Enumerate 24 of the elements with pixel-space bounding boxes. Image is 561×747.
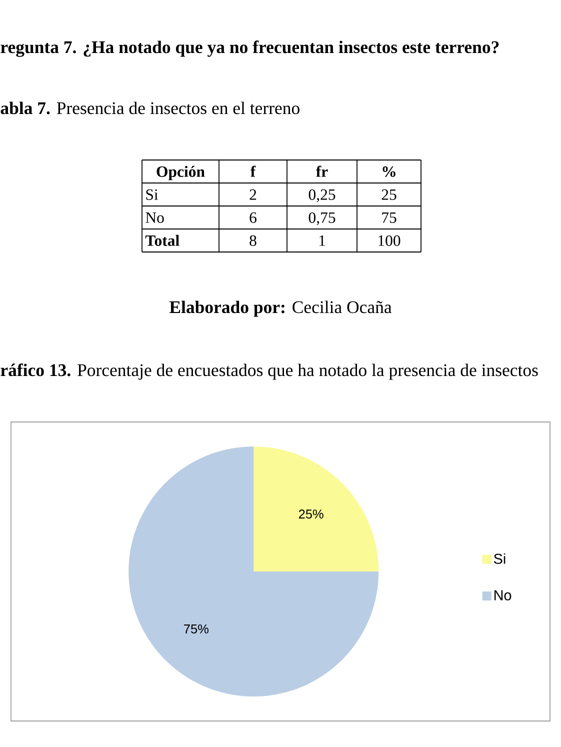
text: 100: [378, 235, 400, 246]
text: f: [250, 166, 256, 177]
text: 0,75: [308, 212, 336, 226]
text: 0,25: [308, 189, 336, 202]
data-label: 75%: [184, 624, 208, 634]
text: 75: [382, 212, 396, 223]
text: No: [146, 212, 164, 223]
text: abla 7. Presencia de insectos en el terreno: [0, 102, 300, 114]
legend-label: No: [494, 590, 512, 600]
chart-title: ráfico 13. Porcentaje de encuestados que ha notado la presencia de insectos: [0, 364, 538, 380]
text: 2: [250, 189, 256, 200]
text: Total: [145, 234, 180, 246]
text: Opción: [156, 166, 205, 180]
text: regunta 7. ¿Ha notado que ya no frecuentan insectos este terreno?: [0, 40, 499, 57]
text: 6: [250, 212, 256, 223]
legend-label: Si: [494, 553, 506, 564]
text: 1: [319, 235, 325, 246]
text: 8: [250, 235, 256, 246]
data-label: 25%: [298, 510, 324, 519]
text: Elaborado por: Cecilia Ocaña: [169, 300, 392, 317]
text: 25: [382, 189, 396, 200]
text: fr: [316, 166, 328, 177]
text: Si: [146, 189, 158, 200]
text: %: [382, 166, 396, 178]
